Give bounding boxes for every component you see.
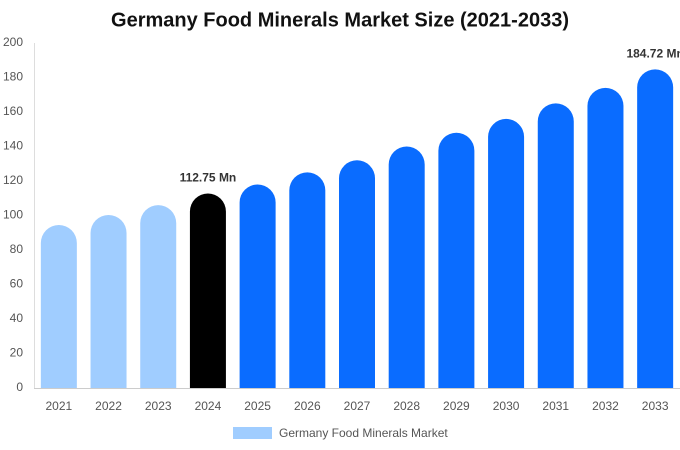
y-tick-label: 20 <box>10 346 24 360</box>
bar <box>537 103 574 389</box>
bar <box>637 69 674 388</box>
x-tick-label: 2028 <box>393 399 420 413</box>
legend-swatch <box>233 427 272 439</box>
y-tick-label: 140 <box>3 139 23 153</box>
y-tick-label: 0 <box>16 380 23 394</box>
y-tick-label: 120 <box>3 173 23 187</box>
y-tick-label: 160 <box>3 104 23 118</box>
x-tick-label: 2025 <box>244 399 271 413</box>
bar <box>339 160 375 388</box>
y-tick-label: 200 <box>3 35 23 49</box>
bar <box>90 214 127 388</box>
bar <box>438 132 475 388</box>
x-tick-label: 2029 <box>443 399 470 413</box>
y-tick-label: 80 <box>10 242 24 256</box>
y-tick-label: 100 <box>3 208 23 222</box>
value-label: 184.72 Mn <box>626 47 680 61</box>
bar <box>239 184 276 388</box>
bar <box>289 172 326 388</box>
x-tick-label: 2026 <box>294 399 321 413</box>
bar <box>587 87 624 388</box>
value-label: 112.75 Mn <box>180 171 237 185</box>
bar <box>40 224 77 388</box>
x-tick-label: 2031 <box>542 399 569 413</box>
bar <box>140 205 177 388</box>
x-tick-label: 2021 <box>45 399 72 413</box>
y-tick-label: 40 <box>10 311 24 325</box>
chart-title: Germany Food Minerals Market Size (2021-… <box>111 9 569 31</box>
legend-label: Germany Food Minerals Market <box>279 426 448 440</box>
bar <box>488 118 525 388</box>
x-tick-label: 2027 <box>344 399 371 413</box>
bar <box>388 146 425 388</box>
x-tick-label: 2022 <box>95 399 122 413</box>
bar <box>189 193 226 388</box>
x-tick-label: 2023 <box>145 399 172 413</box>
x-tick-label: 2032 <box>592 399 619 413</box>
y-tick-label: 180 <box>3 70 23 84</box>
x-tick-label: 2030 <box>493 399 520 413</box>
x-tick-label: 2033 <box>642 399 669 413</box>
x-tick-label: 2024 <box>195 399 222 413</box>
y-tick-label: 60 <box>10 277 24 291</box>
